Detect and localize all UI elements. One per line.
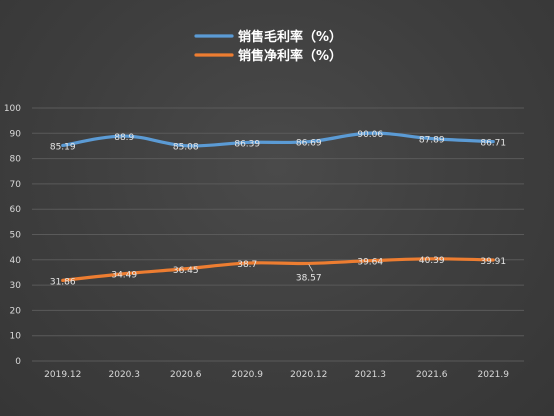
data-label: 40.39 [419, 256, 445, 266]
x-tick-label: 2020.6 [170, 370, 202, 380]
series-line-1 [61, 257, 495, 282]
legend: 销售毛利率（%） 销售净利率（%） [194, 29, 342, 64]
data-label: 39.64 [357, 258, 383, 268]
series-line-0 [61, 131, 495, 148]
data-label: 90.06 [357, 130, 383, 140]
y-tick-label: 30 [10, 281, 22, 291]
data-label: 31.86 [50, 277, 76, 287]
y-tick-label: 90 [10, 129, 22, 139]
data-label: 86.39 [234, 139, 260, 149]
x-tick-label: 2020.12 [290, 370, 327, 380]
legend-label-1: 销售净利率（%） [238, 48, 342, 64]
x-tick-label: 2019.12 [44, 370, 81, 380]
y-tick-label: 10 [10, 332, 22, 342]
legend-label-0: 销售毛利率（%） [238, 29, 342, 45]
data-label: 34.49 [111, 271, 137, 281]
y-tick-label: 100 [4, 104, 21, 114]
data-label: 86.69 [296, 139, 322, 149]
x-tick-label: 2021.3 [355, 370, 387, 380]
data-label: 85.08 [173, 143, 199, 153]
data-label: 86.71 [480, 139, 506, 149]
x-tick-label: 2021.9 [478, 370, 510, 380]
series-lines [61, 131, 495, 282]
data-label: 36.45 [173, 266, 199, 276]
data-label: 88.9 [114, 133, 134, 143]
data-label: 85.19 [50, 142, 76, 152]
data-label: 87.89 [419, 136, 445, 146]
y-tick-label: 80 [10, 155, 22, 165]
y-tick-label: 70 [10, 180, 22, 190]
x-tick-label: 2020.3 [109, 370, 141, 380]
y-tick-label: 20 [10, 306, 22, 316]
data-label-leader [308, 264, 314, 272]
x-tick-label: 2021.6 [416, 370, 448, 380]
y-tick-label: 60 [10, 205, 22, 215]
data-labels: 85.19 88.9 85.08 86.39 86.69 90.06 87.89 86.71 3… [50, 130, 506, 287]
axes: 0 10 20 30 40 50 60 70 80 90 100 2019.12 2020.3 2020.… [4, 104, 509, 380]
y-tick-label: 50 [10, 231, 22, 241]
y-tick-label: 0 [15, 357, 21, 367]
data-label: 38.7 [237, 260, 257, 270]
gridlines [32, 107, 524, 362]
y-tick-label: 40 [10, 256, 22, 266]
x-tick-label: 2020.9 [232, 370, 264, 380]
data-label: 39.91 [480, 257, 506, 267]
data-label: 38.57 [296, 273, 322, 283]
